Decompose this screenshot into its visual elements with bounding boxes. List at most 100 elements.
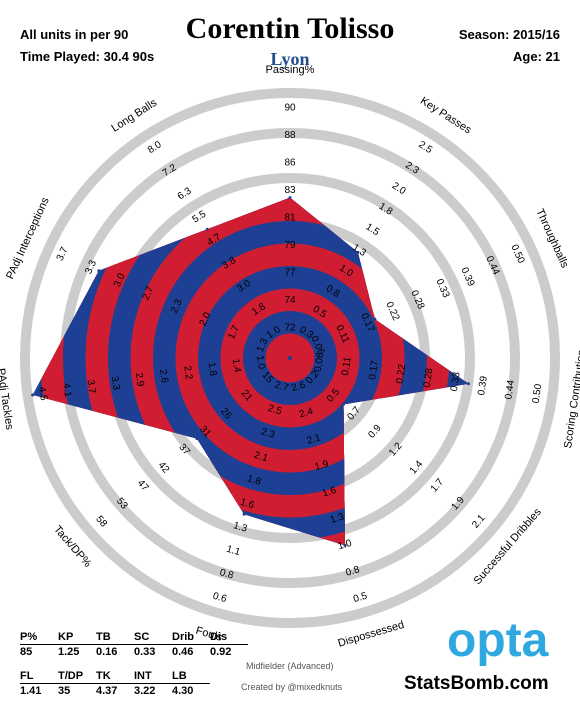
- tick-label: 1.4: [230, 358, 243, 374]
- tick-label: 2.5: [416, 139, 434, 156]
- stat-value: 0.46: [172, 646, 194, 658]
- tick-label: 1.8: [205, 362, 218, 378]
- stat-value: 0.16: [96, 646, 118, 658]
- tick-label: 79: [284, 240, 296, 251]
- creator-credit: Created by @mixedknuts: [241, 682, 343, 692]
- stat-header: FL: [20, 669, 58, 684]
- tick-label: 3.0: [112, 271, 128, 289]
- value-point: [31, 393, 35, 397]
- stats-table-bottom: FL T/DP TK INT LB 1.41 35 4.37 3.22 4.30: [20, 669, 210, 698]
- tick-label: 77: [284, 268, 296, 279]
- tick-label: 72: [284, 323, 296, 334]
- tick-label: 0.28: [422, 367, 436, 388]
- value-point: [356, 250, 360, 254]
- tick-label: 2.5: [266, 403, 283, 418]
- tick-label: 2.1: [470, 513, 488, 531]
- stat-value: 3.22: [134, 685, 156, 697]
- value-point: [97, 269, 101, 273]
- stat-header: Dis: [210, 630, 248, 645]
- tick-label: 1.1: [225, 544, 242, 559]
- tick-label: 1.3: [232, 520, 249, 535]
- stat-header: INT: [134, 669, 172, 684]
- statsbomb-brand: StatsBomb.com: [404, 673, 549, 694]
- stat-value: 0.92: [210, 646, 232, 658]
- tick-label: 0.50: [531, 383, 545, 404]
- player-name: Corentin Tolisso: [185, 12, 395, 45]
- tick-label: 1.0: [337, 538, 354, 553]
- tick-label: 1.3: [329, 511, 346, 526]
- tick-label: 1.8: [246, 473, 263, 488]
- tick-label: 86: [284, 158, 296, 169]
- value-point: [373, 317, 377, 321]
- tick-label: 0.22: [383, 300, 401, 323]
- stat-header: KP: [58, 630, 96, 645]
- tick-label: 0.22: [395, 363, 409, 384]
- tick-label: 0.11: [340, 356, 354, 377]
- value-point: [195, 437, 199, 441]
- units-note: All units in per 90: [20, 27, 129, 42]
- age-label: Age: 21: [513, 49, 560, 64]
- metric-label: Passing%: [266, 64, 315, 76]
- tick-label: 81: [284, 213, 296, 224]
- opta-logo: opta: [447, 618, 549, 666]
- tick-label: 2.1: [253, 450, 270, 465]
- tick-label: 0.39: [476, 375, 490, 396]
- tick-label: 83: [284, 185, 296, 196]
- tick-label: 74: [284, 295, 296, 306]
- tick-label: 1.3: [255, 336, 271, 354]
- stat-header: P%: [20, 630, 58, 645]
- stats-table-top: P% KP TB SC Drib Dis 85 1.25 0.16 0.33 0…: [20, 630, 248, 659]
- stat-value: 0.33: [134, 646, 156, 658]
- value-point: [342, 402, 345, 406]
- stat-value: 4.37: [96, 685, 118, 697]
- stat-header: T/DP: [58, 669, 96, 684]
- value-point: [288, 196, 292, 200]
- tick-label: 4.5: [36, 386, 49, 402]
- tick-label: 0.39: [458, 266, 476, 289]
- tick-label: 3.3: [109, 375, 122, 391]
- time-played: Time Played: 30.4 90s: [20, 49, 155, 64]
- tick-label: 0.5: [352, 591, 369, 606]
- stat-value: 85: [20, 646, 33, 658]
- tick-label: 8.0: [146, 139, 164, 156]
- tick-label: 88: [284, 130, 296, 141]
- tick-label: 0.33: [449, 371, 463, 392]
- tick-label: 2.1: [306, 432, 323, 447]
- stat-header: TB: [96, 630, 134, 645]
- tick-label: 47: [135, 478, 151, 494]
- team-name: Lyon: [270, 49, 310, 69]
- stat-value: 1.25: [58, 646, 80, 658]
- tick-label: 0.8: [344, 564, 361, 579]
- tick-label: 2.9: [133, 372, 146, 388]
- tick-label: 2.2: [181, 365, 194, 381]
- tick-label: 1.0: [254, 355, 267, 371]
- stat-header: LB: [172, 669, 210, 684]
- season-label: Season: 2015/16: [458, 27, 560, 42]
- tick-label: 6.3: [176, 185, 194, 202]
- tick-label: 90: [284, 103, 296, 114]
- tick-label: 58: [93, 514, 109, 530]
- stat-header: Drib: [172, 630, 210, 645]
- stat-value: 35: [58, 685, 71, 697]
- metric-label: Scoring Contribution: [562, 349, 580, 449]
- tick-label: 2.7: [273, 380, 290, 395]
- tick-label: 3.3: [83, 258, 99, 276]
- tick-label: 4.1: [60, 382, 73, 398]
- tick-label: 2.6: [157, 369, 170, 385]
- grid-ring: [20, 88, 560, 628]
- value-point: [205, 227, 209, 231]
- tick-label: 2.3: [169, 297, 185, 315]
- stat-header: SC: [134, 630, 172, 645]
- tick-label: 2.3: [260, 426, 277, 441]
- tick-label: 1.7: [429, 477, 447, 495]
- player-role: Midfielder (Advanced): [246, 661, 334, 671]
- tick-label: 0.6: [211, 591, 228, 606]
- tick-label: 1.6: [321, 485, 338, 500]
- tick-label: 0.06: [313, 351, 327, 372]
- stat-header: TK: [96, 669, 134, 684]
- value-point: [242, 512, 246, 516]
- stat-value: 4.30: [172, 685, 194, 697]
- tick-label: 0.17: [367, 359, 381, 380]
